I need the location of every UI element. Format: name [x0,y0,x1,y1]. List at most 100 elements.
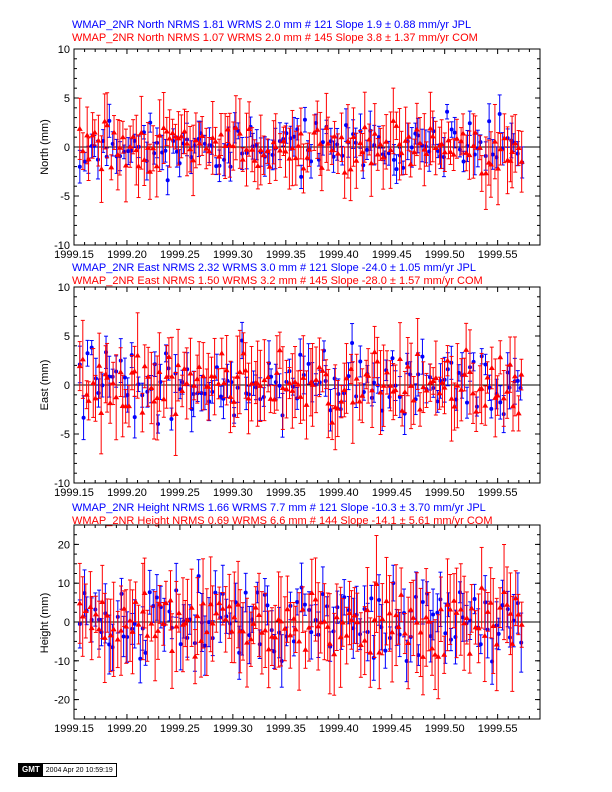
point-com [436,390,443,396]
point-com [235,601,242,607]
point-com [144,144,151,150]
panel-height-ylabel: Height (mm) [39,593,51,654]
point-com [84,132,91,138]
point-com [484,608,491,614]
x-tick-label: 1999.45 [372,249,412,261]
y-tick-label: -20 [54,695,70,707]
point-com [280,138,287,144]
y-tick-label: 5 [64,331,70,343]
point-com [338,398,345,404]
point-jpl [81,415,86,420]
point-com [365,372,372,378]
point-jpl [467,121,472,126]
point-com [334,150,341,156]
point-com [437,606,444,612]
point-jpl [500,603,505,608]
point-jpl [229,380,234,385]
point-com [341,386,348,392]
point-com [292,379,299,385]
point-com [252,604,259,610]
point-com [88,625,95,631]
point-jpl [154,595,159,600]
point-com [119,134,126,140]
y-tick-label: 5 [64,93,70,105]
point-com [194,613,201,619]
point-com [92,395,99,401]
point-jpl [483,362,488,367]
point-com [466,650,473,656]
series-group [76,87,525,210]
point-com [469,390,476,396]
point-com [234,373,241,379]
point-com [463,346,470,352]
point-jpl [445,109,450,114]
point-com [359,149,366,155]
point-jpl [478,642,483,647]
point-com [339,619,346,625]
point-com [300,165,307,171]
point-com [447,606,454,612]
point-com [265,646,272,652]
point-com [430,377,437,383]
point-com [92,611,99,617]
x-tick-label: 1999.40 [319,723,359,735]
point-jpl [497,111,502,116]
point-com [441,384,448,390]
point-jpl [169,417,174,422]
point-jpl [361,163,366,168]
point-com [89,132,96,138]
point-jpl [306,361,311,366]
point-jpl [371,380,376,385]
panel-east-ylabel: East (mm) [39,360,51,411]
point-com [361,637,368,643]
point-com [187,146,194,152]
point-com [306,146,313,152]
point-com [435,653,442,659]
point-jpl [397,395,402,400]
point-com [209,134,216,140]
x-tick-label: 1999.20 [107,249,147,261]
point-com [104,612,111,618]
point-com [258,629,265,635]
point-com [196,140,203,146]
point-jpl [147,590,152,595]
point-com [328,147,335,153]
point-com [405,639,412,645]
point-com [279,385,286,391]
point-jpl [420,599,425,604]
point-com [222,616,229,622]
point-com [466,368,473,374]
point-com [518,158,525,164]
point-jpl [465,400,470,405]
point-jpl [122,375,127,380]
point-com [85,397,92,403]
point-com [99,599,106,605]
panel-1: 1999.15 1999.20 1999.25 1999.30 1999.35 1999.… [54,282,541,499]
point-com [243,146,250,152]
point-com [395,624,402,630]
point-com [261,377,268,383]
point-com [216,153,223,159]
point-jpl [340,153,345,158]
point-com [393,612,400,618]
point-jpl [487,119,492,124]
point-com [125,403,132,409]
point-com [169,130,176,136]
point-com [323,371,330,377]
point-jpl [383,648,388,653]
x-tick-label: 1999.35 [266,723,306,735]
point-jpl [335,605,340,610]
point-jpl [332,376,337,381]
y-tick-label: 10 [58,282,70,294]
point-com [96,626,103,632]
point-com [364,607,371,613]
point-jpl [240,151,245,156]
point-com [144,632,151,638]
point-com [321,618,328,624]
point-com [146,168,153,174]
point-com [447,149,454,155]
point-com [79,356,86,362]
point-com [267,395,274,401]
point-com [276,347,283,353]
point-com [218,350,225,356]
